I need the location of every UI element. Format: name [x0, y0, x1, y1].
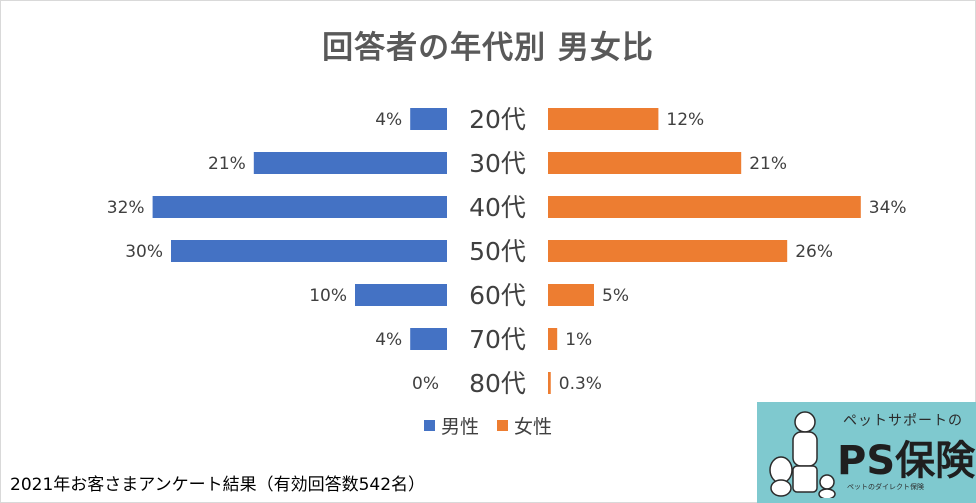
bar-male-1 [253, 152, 447, 174]
label-female-1: 21% [749, 154, 787, 174]
legend-label-female: 女性 [514, 416, 553, 438]
survey-footnote: 2021年お客さまアンケート結果（有効回答数542名） [10, 475, 426, 495]
label-female-4: 5% [602, 286, 629, 306]
legend-item-male: 男性 [423, 412, 479, 439]
label-male-4: 10% [309, 286, 347, 306]
category-label-3: 50代 [469, 237, 526, 266]
legend-swatch-male [423, 420, 435, 431]
bar-male-2 [152, 196, 447, 218]
label-female-2: 34% [869, 198, 907, 218]
label-male-2: 32% [107, 198, 145, 218]
label-female-6: 0.3% [559, 374, 602, 394]
bar-male-4 [355, 284, 447, 306]
legend-item-female: 女性 [497, 412, 552, 439]
label-male-0: 4% [375, 110, 402, 130]
label-female-3: 26% [795, 242, 833, 262]
chart-title: 回答者の年代別 男女比 [322, 30, 654, 66]
category-label-0: 20代 [469, 105, 526, 134]
logo-name: PS保険 [837, 438, 976, 484]
bar-female-5 [548, 328, 558, 350]
bar-male-0 [410, 108, 447, 130]
category-label-5: 70代 [469, 325, 526, 354]
category-label-4: 60代 [469, 281, 526, 310]
bar-female-4 [548, 284, 594, 306]
label-male-3: 30% [125, 242, 163, 262]
logo-tagline: ペットサポートの [843, 413, 963, 429]
bar-female-3 [548, 240, 788, 262]
category-label-1: 30代 [469, 149, 526, 178]
label-female-5: 1% [565, 330, 592, 350]
category-label-6: 80代 [469, 369, 526, 398]
bar-male-3 [171, 240, 447, 262]
logo-subtitle: ペットのダイレクト保険 [847, 483, 924, 491]
bar-female-2 [548, 196, 861, 218]
label-male-6: 0% [412, 374, 439, 394]
category-label-2: 40代 [469, 193, 526, 222]
bar-male-5 [410, 328, 447, 350]
legend-label-male: 男性 [440, 416, 479, 438]
pet-owner-icon [769, 411, 836, 498]
label-male-1: 21% [208, 154, 246, 174]
bar-female-6 [548, 372, 551, 394]
bar-female-0 [548, 108, 659, 130]
bar-female-1 [548, 152, 742, 174]
legend: 男性 女性 [0, 412, 976, 439]
legend-swatch-female [497, 420, 508, 431]
label-male-5: 4% [375, 330, 402, 350]
ps-insurance-logo: ペットサポートの PS保険 ペットのダイレクト保険 [757, 402, 976, 503]
label-female-0: 12% [666, 110, 704, 130]
